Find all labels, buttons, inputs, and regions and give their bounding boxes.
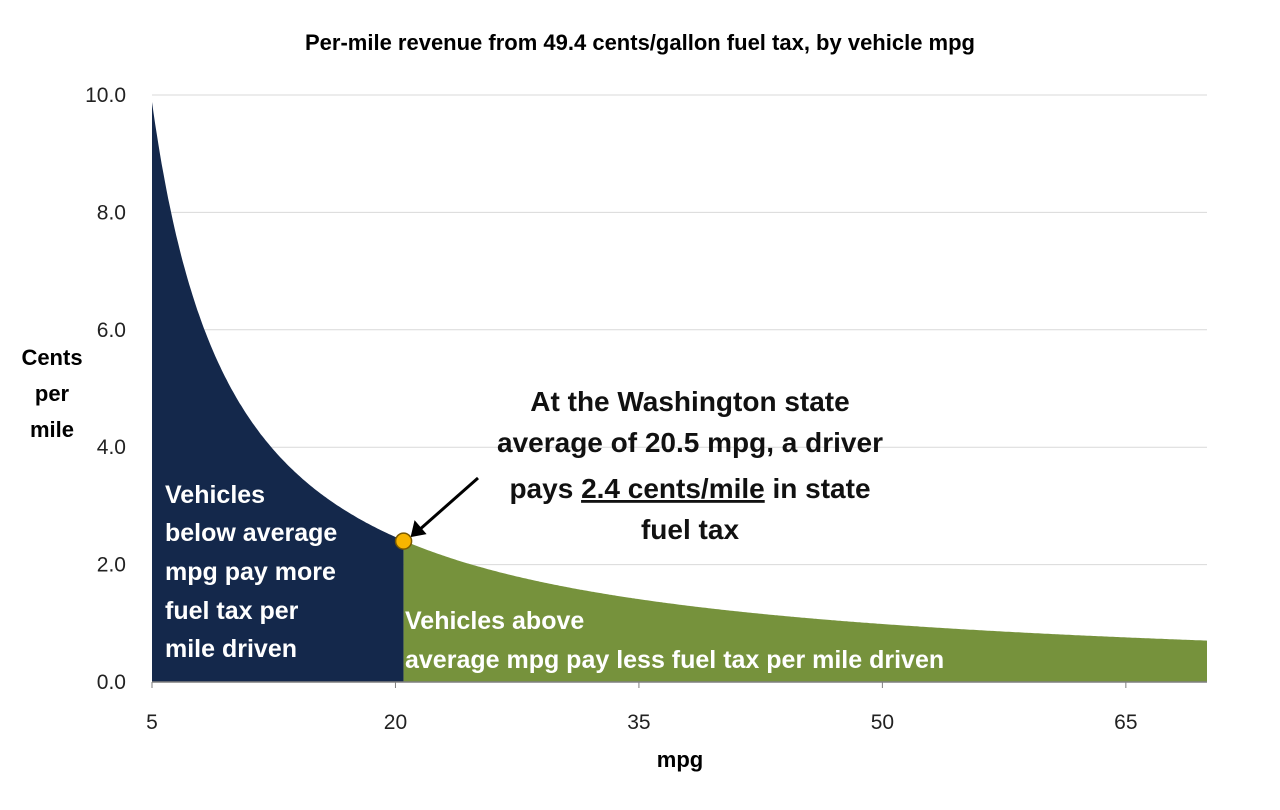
annotation-line: average of 20.5 mpg, a driver [497, 427, 883, 458]
annotation-line: pays 2.4 cents/mile in state [509, 473, 870, 504]
y-tick-label: 8.0 [97, 201, 126, 224]
gridlines [152, 94, 1207, 566]
y-label-line: per [35, 381, 70, 406]
y-label-line: Cents [21, 345, 82, 370]
below-average-label: Vehicles below average mpg pay more fuel… [165, 481, 337, 663]
chart-title: Per-mile revenue from 49.4 cents/gallon … [305, 30, 975, 55]
x-tick-label: 20 [384, 711, 407, 734]
annotation-line: fuel tax [641, 514, 739, 545]
average-point [394, 532, 413, 550]
region-label-line: average mpg pay less fuel tax per mile d… [405, 646, 944, 674]
annotation: At the Washington state average of 20.5 … [497, 386, 883, 545]
x-tick-label: 35 [627, 711, 650, 734]
axes [151, 681, 1207, 688]
annotation-line: At the Washington state [530, 386, 849, 417]
x-tick-label: 50 [871, 711, 894, 734]
y-tick-labels: 0.0 2.0 4.0 6.0 8.0 10.0 [85, 84, 126, 694]
annotation-highlight: 2.4 cents/mile [581, 473, 765, 504]
y-tick-label: 0.0 [97, 671, 126, 694]
annotation-arrow [410, 476, 479, 538]
y-axis-label: Cents per mile [21, 345, 82, 442]
region-label-line: Vehicles above [405, 607, 584, 635]
region-label-line: fuel tax per [165, 597, 299, 625]
y-tick-label: 4.0 [97, 436, 126, 459]
x-tick-label: 5 [146, 711, 158, 734]
y-tick-label: 10.0 [85, 84, 126, 107]
region-label-line: mpg pay more [165, 558, 336, 586]
arrow-shaft [414, 476, 479, 535]
above-average-label: Vehicles above average mpg pay less fuel… [405, 607, 944, 674]
x-tick-labels: 5 20 35 50 65 [146, 711, 1137, 734]
x-tick-label: 65 [1114, 711, 1137, 734]
area-above-average [403, 540, 1208, 682]
arrow-head [410, 520, 427, 538]
y-tick-label: 2.0 [97, 554, 126, 577]
area-below-average [152, 102, 404, 682]
areas [152, 102, 1208, 682]
y-label-line: mile [30, 417, 74, 442]
x-axis-label: mpg [657, 747, 703, 772]
region-label-line: Vehicles [165, 481, 265, 509]
y-tick-label: 6.0 [97, 319, 126, 342]
region-label-line: mile driven [165, 635, 297, 663]
region-label-line: below average [165, 519, 337, 547]
average-point-layer [394, 532, 413, 550]
annotation-post: in state [765, 473, 871, 504]
annotation-pre: pays [509, 473, 581, 504]
